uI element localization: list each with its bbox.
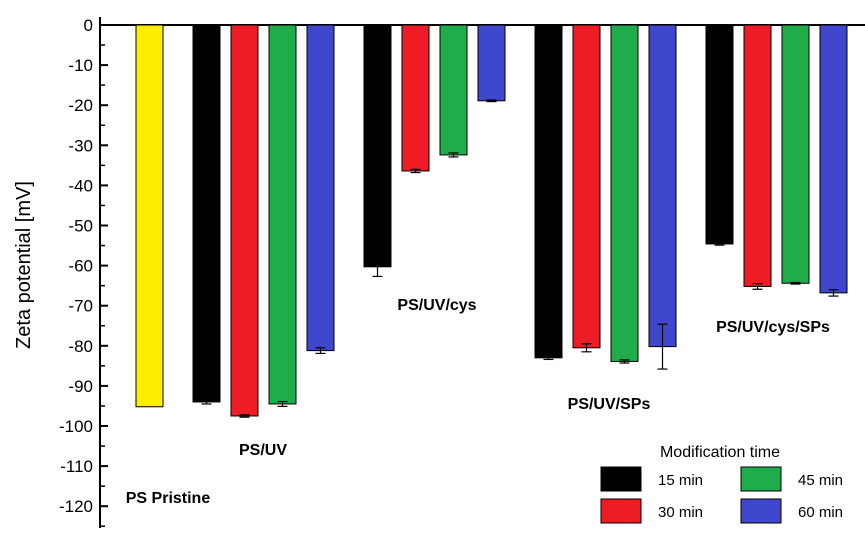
bar-ps-uv-cys-sps-15min xyxy=(705,24,734,245)
legend-swatch xyxy=(740,498,782,524)
legend-label: 30 min xyxy=(658,504,703,521)
bar-ps-uv-sps-30min xyxy=(572,24,601,349)
y-tick-label: -100 xyxy=(59,417,93,436)
y-tick-label: -50 xyxy=(68,217,93,236)
group-label: PS Pristine xyxy=(126,490,211,507)
y-tick-label: -10 xyxy=(68,56,93,75)
y-tick-label: 0 xyxy=(84,16,93,35)
legend-swatch xyxy=(600,466,642,492)
bar-ps-uv-sps-15min xyxy=(534,24,563,359)
y-tick-label: -30 xyxy=(68,136,93,155)
y-axis-title: Zeta potential [mV] xyxy=(13,181,35,349)
group-label: PS/UV/cys/SPs xyxy=(716,319,830,336)
legend-label: 60 min xyxy=(798,504,843,521)
y-tick-label: -90 xyxy=(68,377,93,396)
bar-ps-uv-30min xyxy=(230,24,259,417)
y-tick-label: -20 xyxy=(68,96,93,115)
bar-ps-uv-sps-60min xyxy=(648,24,677,348)
y-tick-label: -70 xyxy=(68,297,93,316)
y-tick-label: -60 xyxy=(68,257,93,276)
group-label: PS/UV xyxy=(239,442,287,459)
legend-label: 15 min xyxy=(658,472,703,489)
bars-layer xyxy=(135,24,848,418)
y-tick-label: -120 xyxy=(59,497,93,516)
group-label: PS/UV/SPs xyxy=(568,396,651,413)
group-labels-layer: PS Pristine PS/UV PS/UV/cys PS/UV/SPs PS/UV/… xyxy=(126,297,830,507)
legend: Modification time 15 min 45 min 30 min 60 mi… xyxy=(600,444,843,524)
bar-ps-uv-cys-sps-60min xyxy=(819,24,848,294)
y-tick-label: -110 xyxy=(60,457,93,476)
bar-ps-uv-sps-45min xyxy=(610,24,639,362)
legend-swatch xyxy=(600,498,642,524)
y-tick-label: -80 xyxy=(68,337,93,356)
bar-ps-uv-cys-15min xyxy=(363,24,392,268)
legend-title: Modification time xyxy=(660,444,780,461)
bar-ps-uv-cys-sps-30min xyxy=(743,24,772,287)
bar-ps-uv-cys-sps-45min xyxy=(781,24,810,284)
bar-ps-uv-cys-60min xyxy=(477,24,506,102)
bar-ps-uv-cys-45min xyxy=(439,24,468,156)
legend-label: 45 min xyxy=(798,472,843,489)
group-label: PS/UV/cys xyxy=(397,297,476,314)
bar-ps-uv-60min xyxy=(306,24,335,352)
bar-ps-uv-45min xyxy=(268,24,297,405)
bar-ps-uv-cys-30min xyxy=(401,24,430,172)
y-tick-label: -40 xyxy=(68,176,93,195)
bar-ps-uv-15min xyxy=(192,24,221,403)
bar-ps-pristine xyxy=(135,24,164,408)
legend-swatch xyxy=(740,466,782,492)
axis-layer: 0 -10 -20 -30 -40 -50 -60 -70 -80 -90 -100 -110 -120… xyxy=(13,16,865,528)
